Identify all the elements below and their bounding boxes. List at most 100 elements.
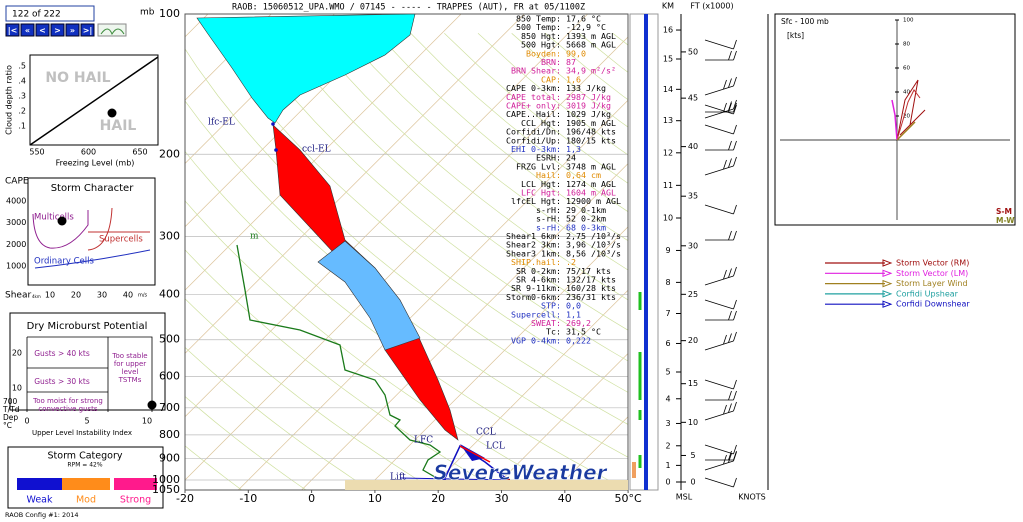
param-value: 0,0 — [566, 301, 581, 311]
hail-y-tick: .2 — [18, 107, 26, 116]
too-stable: Too stable — [111, 352, 147, 360]
param-label: CAPE..Hail: — [506, 109, 561, 119]
km-label: 6 — [665, 339, 670, 348]
temp-label: -10 — [239, 492, 257, 505]
param-value: 8,56 /10³/s — [566, 248, 621, 258]
barb-feather — [733, 451, 737, 462]
param-label: Tc: — [546, 327, 561, 337]
storm-character-title: Storm Character — [51, 183, 135, 194]
ft-label: 40 — [688, 142, 698, 151]
microburst-x-label: Upper Level Instability Index — [32, 429, 132, 437]
barb-feather — [733, 379, 737, 390]
barb-feather — [733, 390, 737, 401]
nav-button[interactable] — [50, 23, 65, 37]
legend-arrowhead — [882, 300, 893, 308]
pressure-label: 500 — [159, 333, 180, 346]
param-value: 52 0-2km — [566, 214, 606, 224]
hodo-tick-label: 80 — [903, 42, 910, 48]
ft-label: 50 — [688, 47, 698, 56]
pressure-label: 1050 — [152, 483, 180, 496]
shear-label: Shear — [5, 291, 31, 301]
param-label: 850 Temp: — [516, 14, 561, 24]
nav-button-label: > — [54, 26, 61, 35]
temp-label: 40 — [558, 492, 572, 505]
ft-label: 20 — [688, 336, 698, 345]
cape-tick: 1000 — [6, 262, 26, 271]
lift: Lift — [390, 473, 406, 483]
ft-label: 30 — [688, 241, 698, 250]
km-label: 5 — [665, 368, 670, 377]
hail-x-label: Freezing Level (mb) — [56, 159, 135, 168]
km-label: 14 — [663, 85, 673, 94]
km-label: 8 — [665, 278, 670, 287]
mb-y-tick: 20 — [12, 349, 22, 358]
km-label: 13 — [663, 116, 673, 125]
mb-y-label: Dep — [3, 413, 18, 422]
param-label: SR 0-2km: — [516, 266, 561, 276]
shear-tick: 20 — [71, 291, 81, 300]
skewt-labels: lfc-EL ccl-EL m CCL LFC LCL Lift SevereW… — [208, 118, 608, 485]
shear-tick: 10 — [45, 291, 55, 300]
barb-staff — [704, 299, 734, 310]
barb-staff — [704, 477, 734, 488]
nav-button[interactable] — [35, 23, 50, 37]
hail-divider — [29, 56, 159, 146]
counter-box[interactable] — [5, 5, 95, 22]
multicells: Multicells — [34, 213, 74, 223]
legend-arrowhead — [882, 279, 893, 288]
dewpoint-line — [236, 244, 442, 481]
knots: KNOTS — [738, 493, 766, 502]
nav-button[interactable] — [80, 23, 95, 37]
barb-feather — [733, 266, 737, 277]
legend-label: Storm Vector (LM) — [896, 269, 968, 278]
param-value: 34,9 m²/s² — [566, 66, 616, 76]
param-label: Hail: — [536, 170, 561, 180]
nav-button-label: » — [70, 26, 75, 35]
legend-arrowhead — [882, 269, 893, 278]
legend-label: Corfidi Upshear — [896, 289, 959, 298]
mb-y-label: T/Td — [2, 405, 20, 414]
barb-feather — [733, 230, 737, 241]
barb-feather — [733, 102, 737, 113]
supercell-curve — [87, 207, 113, 251]
param-value: 31,5 °C — [566, 327, 601, 337]
param-label: CAP: — [541, 74, 561, 84]
category-label: Weak — [26, 495, 53, 506]
cape-tick: 4000 — [6, 197, 26, 206]
param-label: ESRH: — [536, 153, 561, 163]
barb-feather — [733, 104, 737, 115]
isotherm — [185, 14, 399, 228]
barb-feather — [723, 79, 727, 90]
barb-staff — [704, 444, 734, 455]
pressure-label: 200 — [159, 147, 180, 160]
microburst-grid — [26, 336, 153, 412]
category-levels: Weak Mod Strong — [17, 478, 157, 506]
barb-feather — [723, 102, 727, 113]
legend-label: Corfidi Downshear — [896, 300, 970, 309]
param-value: 160/28 kts — [566, 283, 616, 293]
dry-adiabat — [185, 298, 435, 490]
side-orange — [632, 462, 636, 478]
skewt-profiles — [196, 14, 628, 490]
barb-feather — [728, 78, 732, 88]
microburst-box — [9, 312, 166, 411]
param-label: SR 4-6km: — [516, 275, 561, 285]
icon-curve — [100, 28, 125, 36]
legend-label: Storm Layer Wind — [896, 279, 968, 288]
skewt-icon[interactable] — [97, 23, 127, 37]
nav-button[interactable] — [5, 23, 20, 37]
dry-adiabat — [185, 395, 307, 490]
hodo-tick-label: 40 — [903, 90, 910, 96]
param-value: 132/17 kts — [566, 275, 616, 285]
counter: 122 of 222 — [12, 10, 61, 20]
nav-button[interactable] — [20, 23, 35, 37]
too-stable: level — [122, 368, 139, 376]
param-value: 68 0-3km — [566, 222, 606, 232]
param-value: 133 J/kg — [566, 83, 606, 93]
too-stable: for upper — [114, 360, 146, 368]
param-label: s-rH: — [536, 214, 561, 224]
category-swatch — [114, 478, 157, 490]
km-label: 7 — [665, 309, 670, 318]
km-title: KM — [662, 2, 674, 11]
nav-button[interactable] — [65, 23, 80, 37]
